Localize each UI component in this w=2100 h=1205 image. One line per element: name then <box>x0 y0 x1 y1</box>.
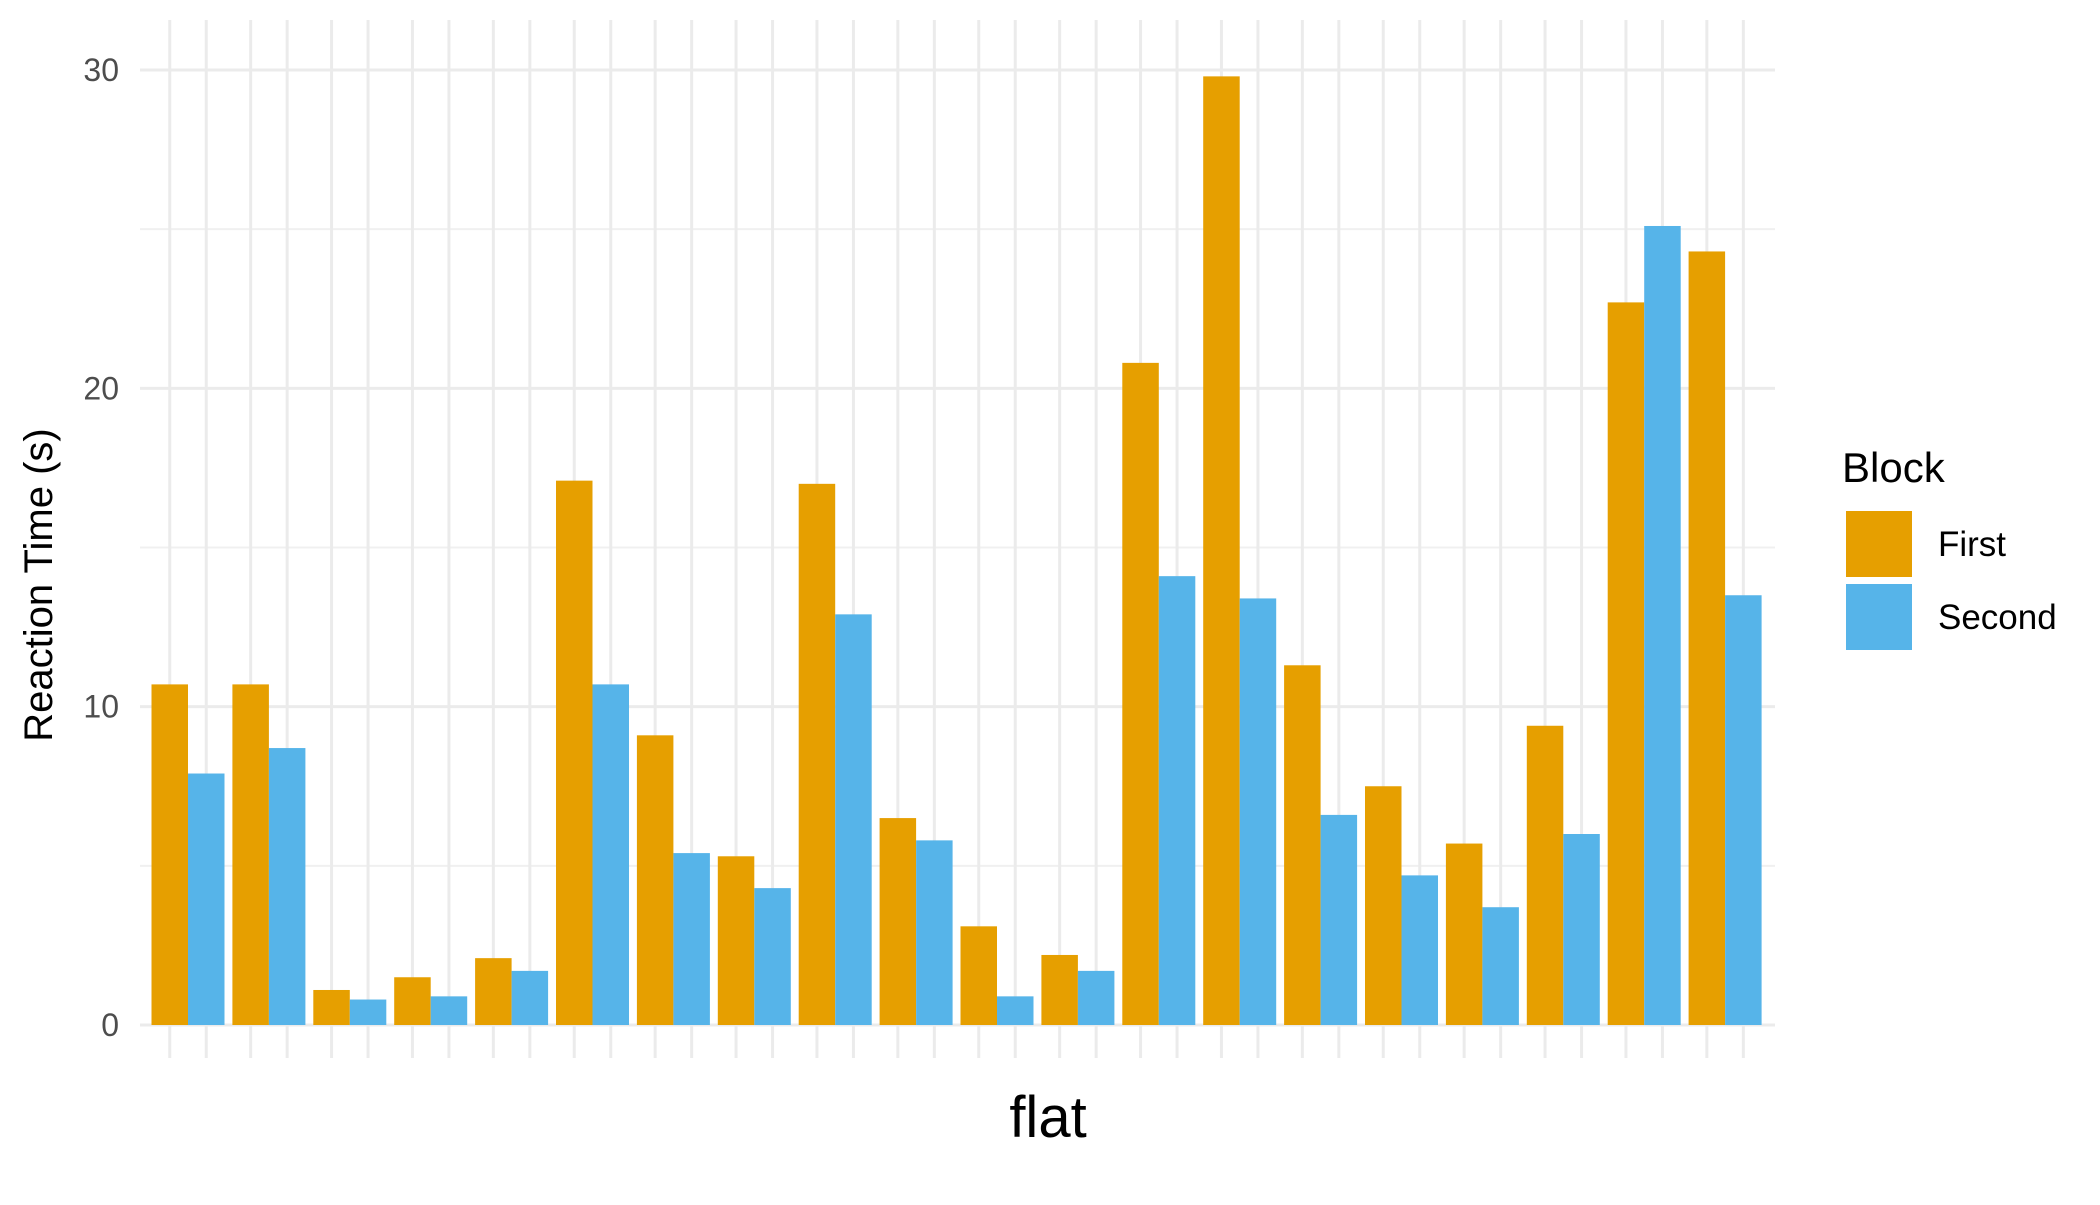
bar-second <box>1401 875 1438 1025</box>
y-tick-label: 20 <box>83 370 119 406</box>
bar-second <box>835 614 872 1025</box>
bars-layer <box>151 76 1762 1026</box>
legend-label-first: First <box>1938 525 2006 564</box>
bar-second <box>511 970 549 1025</box>
bar-first <box>798 483 836 1025</box>
bar-second <box>997 996 1034 1025</box>
bar-first <box>879 818 917 1025</box>
y-tick-label: 30 <box>83 52 119 88</box>
bar-first <box>1041 954 1078 1025</box>
legend-title: Block <box>1842 444 1946 491</box>
y-tick-label: 0 <box>101 1007 119 1043</box>
y-axis-ticks: 0 10 20 30 <box>83 52 119 1043</box>
bar-second <box>754 888 791 1025</box>
bar-second <box>1482 907 1519 1025</box>
bar-second <box>430 996 468 1025</box>
bar-first <box>717 856 755 1025</box>
bar-second <box>1725 595 1762 1025</box>
bar-first <box>960 926 997 1025</box>
bar-second <box>188 773 225 1025</box>
legend: Block First Second <box>1842 444 2057 650</box>
bar-second <box>268 748 306 1025</box>
bar-first <box>1365 786 1402 1025</box>
bar-second <box>916 840 953 1025</box>
bar-second <box>1320 814 1358 1025</box>
bar-first <box>1284 665 1321 1025</box>
bar-second <box>1644 225 1681 1025</box>
legend-key-first <box>1846 511 1912 577</box>
bar-first <box>394 977 431 1025</box>
bar-first <box>1688 251 1726 1025</box>
bar-first <box>475 958 512 1025</box>
bar-first <box>1122 362 1159 1025</box>
bar-second <box>349 999 387 1025</box>
bar-second <box>1077 970 1115 1025</box>
bar-second <box>1158 576 1196 1025</box>
bar-second <box>1239 598 1277 1025</box>
bar-second <box>592 684 629 1025</box>
bar-first <box>1526 725 1564 1025</box>
y-axis-title: Reaction Time (s) <box>17 428 61 741</box>
bar-first <box>556 480 593 1025</box>
bar-second <box>673 853 710 1025</box>
bar-first <box>1203 76 1240 1025</box>
bar-first <box>232 684 269 1025</box>
bar-first <box>636 735 674 1025</box>
bar-first <box>1607 302 1645 1026</box>
legend-items: First Second <box>1846 511 2057 650</box>
legend-label-second: Second <box>1938 598 2057 637</box>
bar-first <box>1445 843 1483 1025</box>
y-tick-label: 10 <box>83 689 119 725</box>
x-axis-title: flat <box>1009 1085 1086 1150</box>
bar-first <box>151 684 188 1025</box>
legend-key-second <box>1846 584 1912 650</box>
bar-second <box>1563 834 1600 1025</box>
bar-first <box>313 989 350 1025</box>
